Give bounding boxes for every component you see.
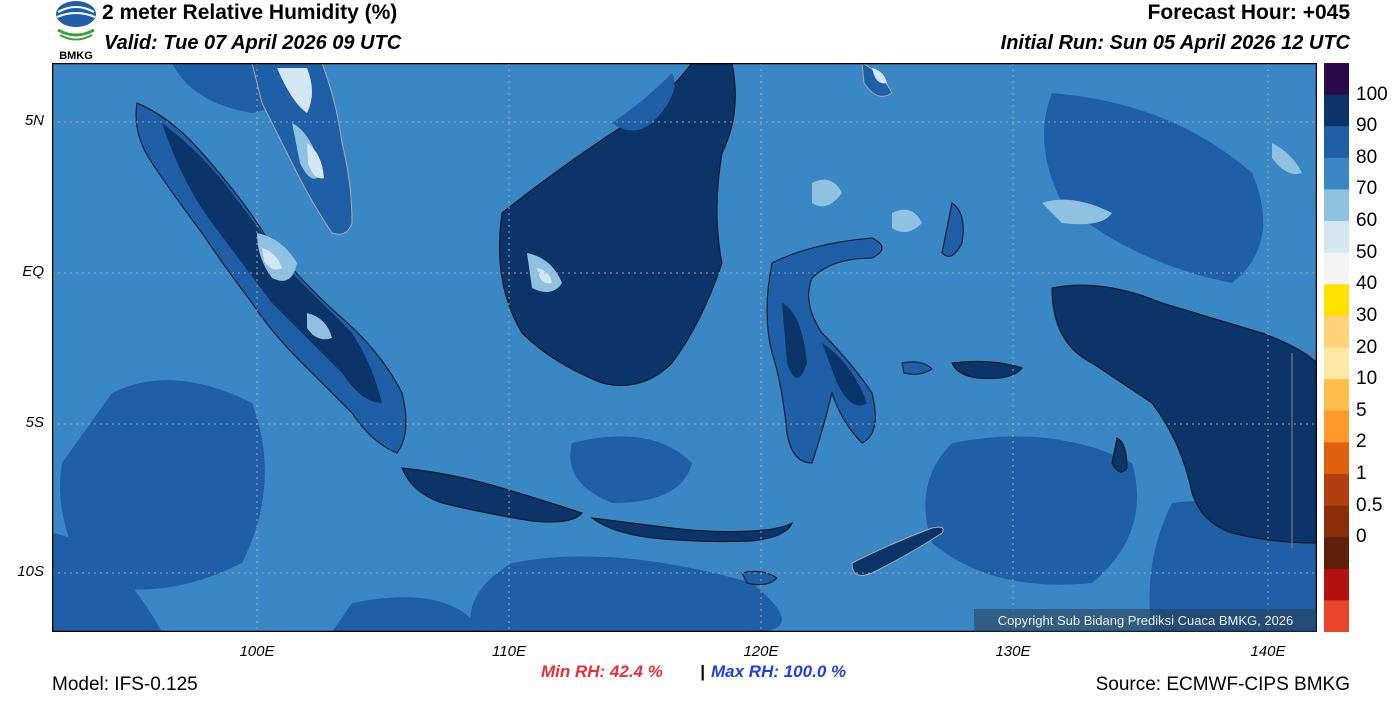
colorbar-label: 0 — [1356, 526, 1367, 548]
colorbar-label: 10 — [1356, 368, 1378, 390]
bmkg-logo: BMKG — [52, 0, 100, 62]
colorbar-segment — [1324, 284, 1349, 317]
min-rh-value: Min RH: 42.4 % — [541, 662, 663, 681]
colorbar-segment — [1324, 537, 1349, 570]
timor — [851, 526, 944, 576]
colorbar — [1324, 63, 1349, 632]
map-frame — [52, 63, 1317, 632]
lat-label-5n: 5N — [24, 112, 44, 129]
colorbar-label: 5 — [1356, 399, 1367, 421]
dry-areas — [812, 143, 1317, 423]
colorbar-segment — [1324, 315, 1349, 348]
colorbar-segment — [1324, 157, 1349, 190]
colorbar-label: 100 — [1356, 83, 1388, 105]
colorbar-label: 80 — [1356, 146, 1378, 168]
java — [401, 467, 583, 523]
colorbar-segment — [1324, 252, 1349, 285]
colorbar-segment — [1324, 189, 1349, 222]
colorbar-label: 0.5 — [1356, 494, 1383, 516]
seram — [951, 360, 1023, 379]
colorbar-segment — [1324, 379, 1349, 412]
colorbar-label: 50 — [1356, 241, 1378, 263]
colorbar-segment — [1324, 473, 1349, 507]
gridlines — [52, 63, 1317, 632]
colorbar-label: 60 — [1356, 210, 1378, 232]
min-rh: Min RH: 42.4 % — [541, 662, 663, 682]
model-label: Model: IFS-0.125 — [52, 674, 198, 695]
nusa-tenggara — [590, 517, 793, 543]
stat-separator: | — [700, 662, 705, 681]
colorbar-label: 1 — [1356, 462, 1367, 484]
lon-label-100e: 100E — [239, 643, 275, 660]
max-rh: Max RH: 100.0 % — [711, 662, 846, 682]
valid-time: Valid: Tue 07 April 2026 09 UTC — [104, 32, 402, 54]
map-title: 2 meter Relative Humidity (%) — [102, 1, 398, 24]
colorbar-segment — [1324, 126, 1349, 159]
colorbar-segment — [1324, 600, 1349, 632]
colorbar-label: 2 — [1356, 431, 1367, 453]
colorbar-label: 30 — [1356, 304, 1378, 326]
lat-label-5s: 5S — [25, 414, 44, 431]
lon-label-130e: 130E — [995, 643, 1031, 660]
colorbar-segment — [1324, 505, 1349, 538]
initial-run: Initial Run: Sun 05 April 2026 12 UTC — [1000, 32, 1350, 54]
halmahera — [941, 202, 964, 257]
source-label: Source: ECMWF-CIPS BMKG — [1095, 674, 1350, 695]
lon-label-110e: 110E — [492, 643, 526, 660]
colorbar-segment — [1324, 221, 1349, 254]
lat-label-10s: 10S — [17, 563, 44, 580]
colorbar-label: 70 — [1356, 178, 1378, 200]
colorbar-segment — [1324, 568, 1349, 601]
papua — [1051, 284, 1317, 544]
colorbar-segment — [1324, 442, 1349, 475]
colorbar-segment — [1324, 63, 1349, 96]
lat-label-eq: EQ — [22, 263, 44, 280]
colorbar-segment — [1324, 410, 1349, 443]
colorbar-label: 20 — [1356, 336, 1378, 358]
humidity-map — [52, 63, 1317, 632]
max-rh-value: Max RH: 100.0 % — [711, 662, 847, 681]
copyright-notice: Copyright Sub Bidang Prediksi Cuaca BMKG… — [974, 609, 1317, 632]
colorbar-label: 40 — [1356, 273, 1378, 295]
sulawesi — [766, 237, 883, 464]
colorbar-segment — [1324, 94, 1349, 127]
logo-text: BMKG — [59, 50, 93, 62]
lon-label-140e: 140E — [1250, 643, 1286, 660]
colorbar-label: 90 — [1356, 115, 1378, 137]
forecast-hour: Forecast Hour: +045 — [1147, 1, 1351, 24]
lon-label-120e: 120E — [743, 643, 779, 660]
colorbar-segment — [1324, 347, 1349, 380]
